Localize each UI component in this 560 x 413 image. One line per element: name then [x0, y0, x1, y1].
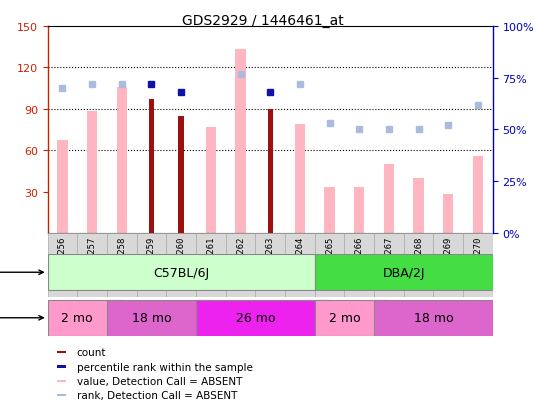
- Bar: [48, 233, 77, 297]
- Bar: [77, 233, 107, 297]
- Bar: [57, 366, 67, 368]
- Bar: [315, 255, 493, 290]
- Bar: [315, 233, 344, 297]
- Bar: [374, 233, 404, 297]
- Bar: [255, 233, 285, 297]
- Text: value, Detection Call = ABSENT: value, Detection Call = ABSENT: [77, 376, 242, 386]
- Text: 2 mo: 2 mo: [62, 311, 93, 325]
- Bar: [315, 300, 389, 336]
- Text: 18 mo: 18 mo: [414, 311, 453, 325]
- Text: GSM152259: GSM152259: [147, 237, 156, 285]
- Text: percentile rank within the sample: percentile rank within the sample: [77, 362, 253, 372]
- Bar: [57, 141, 68, 233]
- Text: GSM152256: GSM152256: [58, 237, 67, 285]
- Text: GSM152265: GSM152265: [325, 237, 334, 285]
- Bar: [57, 394, 67, 396]
- Bar: [48, 255, 315, 290]
- Bar: [344, 233, 374, 297]
- Bar: [87, 112, 97, 233]
- Text: 2 mo: 2 mo: [329, 311, 360, 325]
- Bar: [166, 233, 196, 297]
- Text: age: age: [0, 313, 43, 323]
- Bar: [107, 233, 137, 297]
- Text: GSM152269: GSM152269: [444, 237, 453, 285]
- Text: GSM152257: GSM152257: [87, 237, 97, 285]
- Bar: [433, 233, 463, 297]
- Text: GSM152261: GSM152261: [206, 237, 216, 285]
- Bar: [137, 233, 166, 297]
- Text: GSM152268: GSM152268: [414, 237, 423, 285]
- Text: GSM152267: GSM152267: [384, 237, 394, 285]
- Bar: [226, 233, 255, 297]
- Text: strain: strain: [0, 268, 43, 278]
- Text: GSM152258: GSM152258: [117, 237, 127, 285]
- Bar: [149, 100, 154, 233]
- Bar: [354, 188, 365, 233]
- Text: GDS2929 / 1446461_at: GDS2929 / 1446461_at: [183, 14, 344, 28]
- Text: count: count: [77, 348, 106, 358]
- Bar: [196, 300, 329, 336]
- Text: 18 mo: 18 mo: [132, 311, 171, 325]
- Text: GSM152263: GSM152263: [265, 237, 275, 285]
- Bar: [374, 300, 507, 336]
- Bar: [324, 188, 335, 233]
- Bar: [196, 233, 226, 297]
- Bar: [206, 127, 216, 233]
- Bar: [48, 300, 122, 336]
- Bar: [463, 233, 493, 297]
- Text: rank, Detection Call = ABSENT: rank, Detection Call = ABSENT: [77, 390, 237, 400]
- Bar: [235, 50, 246, 233]
- Bar: [413, 178, 424, 233]
- Text: GSM152260: GSM152260: [176, 237, 186, 285]
- Bar: [473, 156, 483, 233]
- Bar: [443, 195, 454, 233]
- Bar: [295, 125, 305, 233]
- Text: GSM152266: GSM152266: [354, 237, 364, 285]
- Bar: [285, 233, 315, 297]
- Bar: [57, 380, 67, 382]
- Bar: [384, 164, 394, 233]
- Bar: [404, 233, 433, 297]
- Bar: [57, 351, 67, 354]
- Text: GSM152264: GSM152264: [295, 237, 305, 285]
- Text: DBA/2J: DBA/2J: [382, 266, 425, 279]
- Text: GSM152270: GSM152270: [473, 237, 483, 285]
- Bar: [268, 109, 273, 233]
- Bar: [107, 300, 211, 336]
- Text: GSM152262: GSM152262: [236, 237, 245, 285]
- Text: C57BL/6J: C57BL/6J: [153, 266, 209, 279]
- Text: 26 mo: 26 mo: [236, 311, 275, 325]
- Bar: [179, 116, 184, 233]
- Bar: [116, 88, 127, 233]
